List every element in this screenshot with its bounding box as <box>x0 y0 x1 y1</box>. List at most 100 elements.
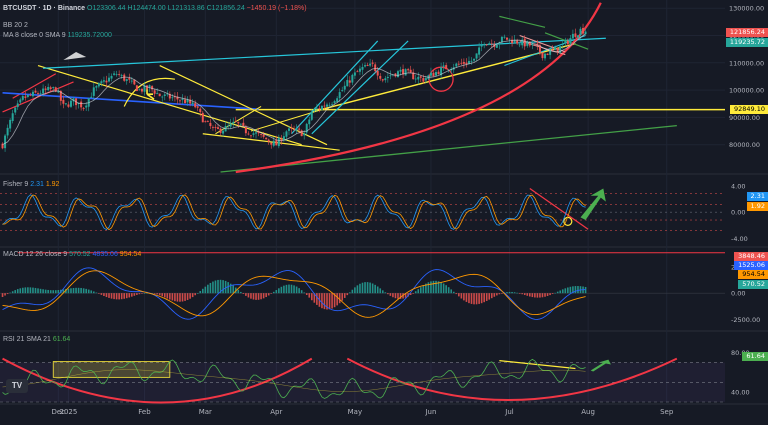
macd-histogram-bar <box>113 293 115 300</box>
macd-histogram-bar <box>207 284 209 294</box>
rsi-legend[interactable]: RSI 21 SMA 21 61.64 <box>3 335 70 344</box>
candle-body <box>105 80 108 83</box>
fisher-green-arrow-icon <box>580 188 606 221</box>
candle-body <box>521 39 524 46</box>
macd-histogram-bar <box>399 293 402 299</box>
macd-histogram-bar <box>44 289 47 294</box>
candle-body <box>194 103 197 108</box>
macd-v2: 4835.06 <box>92 251 118 258</box>
macd-histogram-bar <box>62 289 65 294</box>
macd-histogram-bar <box>42 289 44 294</box>
candle-body <box>272 140 275 146</box>
candle-body <box>110 75 113 79</box>
x-tick-label: Mar <box>199 408 212 416</box>
last-price-tag: 121856.24 <box>725 28 768 37</box>
macd-histogram-bar <box>290 284 293 294</box>
macd-histogram-bar <box>303 292 305 294</box>
macd-histogram-bar <box>478 293 480 304</box>
candle-body <box>308 119 311 125</box>
candle-body <box>351 74 354 83</box>
candle-body <box>417 76 420 80</box>
macd-histogram-bar <box>531 293 534 298</box>
candle-body <box>442 65 445 67</box>
candle-body <box>475 53 478 59</box>
macd-histogram-bar <box>501 293 503 294</box>
macd-histogram-bar <box>136 293 138 295</box>
macd-histogram-bar <box>452 291 455 294</box>
macd-histogram-bar <box>541 293 544 298</box>
candle-body <box>526 41 529 46</box>
macd-histogram-bar <box>171 293 174 301</box>
macd-histogram-bar <box>425 283 427 294</box>
ma-price-tag: 119235.72 <box>725 38 768 47</box>
candle-body <box>343 85 346 90</box>
macd-histogram-bar <box>430 281 432 294</box>
macd-histogram-bar <box>546 293 549 297</box>
ma-legend[interactable]: MA 8 close 0 SMA 9 119235.72000 <box>3 31 112 40</box>
macd-histogram-bar <box>493 293 496 297</box>
macd-histogram-bar <box>561 289 564 294</box>
candle-body <box>435 72 438 76</box>
macd-histogram-bar <box>417 289 420 294</box>
candle-body <box>513 39 516 44</box>
candle-body <box>371 62 374 64</box>
fisher-v2: 1.92 <box>45 181 60 188</box>
macd-histogram-bar <box>422 285 425 294</box>
macd-histogram-bar <box>440 282 442 294</box>
tradingview-logo-icon[interactable]: TV <box>6 379 28 393</box>
macd-histogram-bar <box>32 287 34 294</box>
macd-histogram-bar <box>272 291 275 294</box>
main-ytick-label: 100000.00 <box>729 87 764 95</box>
red-parabolic-curve <box>235 2 602 174</box>
macd-histogram-bar <box>39 288 42 294</box>
macd-histogram-bar <box>280 286 283 294</box>
candle-body <box>531 43 534 46</box>
macd-histogram-bar <box>257 293 260 300</box>
candle-body <box>424 78 427 81</box>
bb-legend[interactable]: BB 20 2 <box>3 21 28 30</box>
candle-body <box>320 105 323 110</box>
macd-legend[interactable]: MACD 12 26 close 9 570.52 4835.06 954.54 <box>3 250 141 259</box>
macd-histogram-bar <box>224 280 227 294</box>
macd-histogram-bar <box>120 293 123 300</box>
candle-body <box>544 53 547 59</box>
candle-body <box>168 93 171 99</box>
candle-body <box>6 127 9 136</box>
rsi-value: 61.64 <box>52 336 71 343</box>
candle-body <box>554 47 557 51</box>
macd-histogram-bar <box>420 287 422 294</box>
candle-body <box>34 90 37 93</box>
macd-histogram-bar <box>321 293 323 309</box>
fisher-label: Fisher 9 <box>3 181 29 188</box>
macd-ytick-label: -2500.00 <box>731 316 760 324</box>
macd-histogram-bar <box>237 289 240 294</box>
candle-body <box>508 38 511 40</box>
macd-histogram-bar <box>564 288 567 294</box>
macd-histogram-bar <box>16 289 19 294</box>
candle-body <box>437 71 440 75</box>
candle-body <box>313 109 316 112</box>
macd-histogram-bar <box>389 293 392 296</box>
candle-body <box>305 123 308 133</box>
candle-body <box>556 48 559 53</box>
macd-histogram-bar <box>529 293 531 297</box>
candle-body <box>559 46 562 53</box>
candle-body <box>353 72 356 76</box>
candle-body <box>118 74 121 75</box>
candle-body <box>234 120 237 122</box>
candle-body <box>346 79 349 87</box>
x-tick-label: Aug <box>581 408 595 416</box>
ohlc-high: H124474.00 <box>127 5 166 12</box>
symbol-title[interactable]: BTCUSDT · 1D · Binance <box>3 5 86 12</box>
cyan-short-line <box>504 35 586 66</box>
macd-histogram-bar <box>523 293 526 296</box>
x-tick-label: Sep <box>660 408 674 416</box>
main-ytick-label: 80000.00 <box>729 141 760 149</box>
fisher-legend[interactable]: Fisher 9 2.31 1.92 <box>3 180 59 189</box>
macd-histogram-bar <box>485 293 488 301</box>
candle-body <box>399 69 402 72</box>
macd-histogram-bar <box>11 291 14 294</box>
candle-body <box>546 53 549 56</box>
candle-body <box>500 36 503 43</box>
